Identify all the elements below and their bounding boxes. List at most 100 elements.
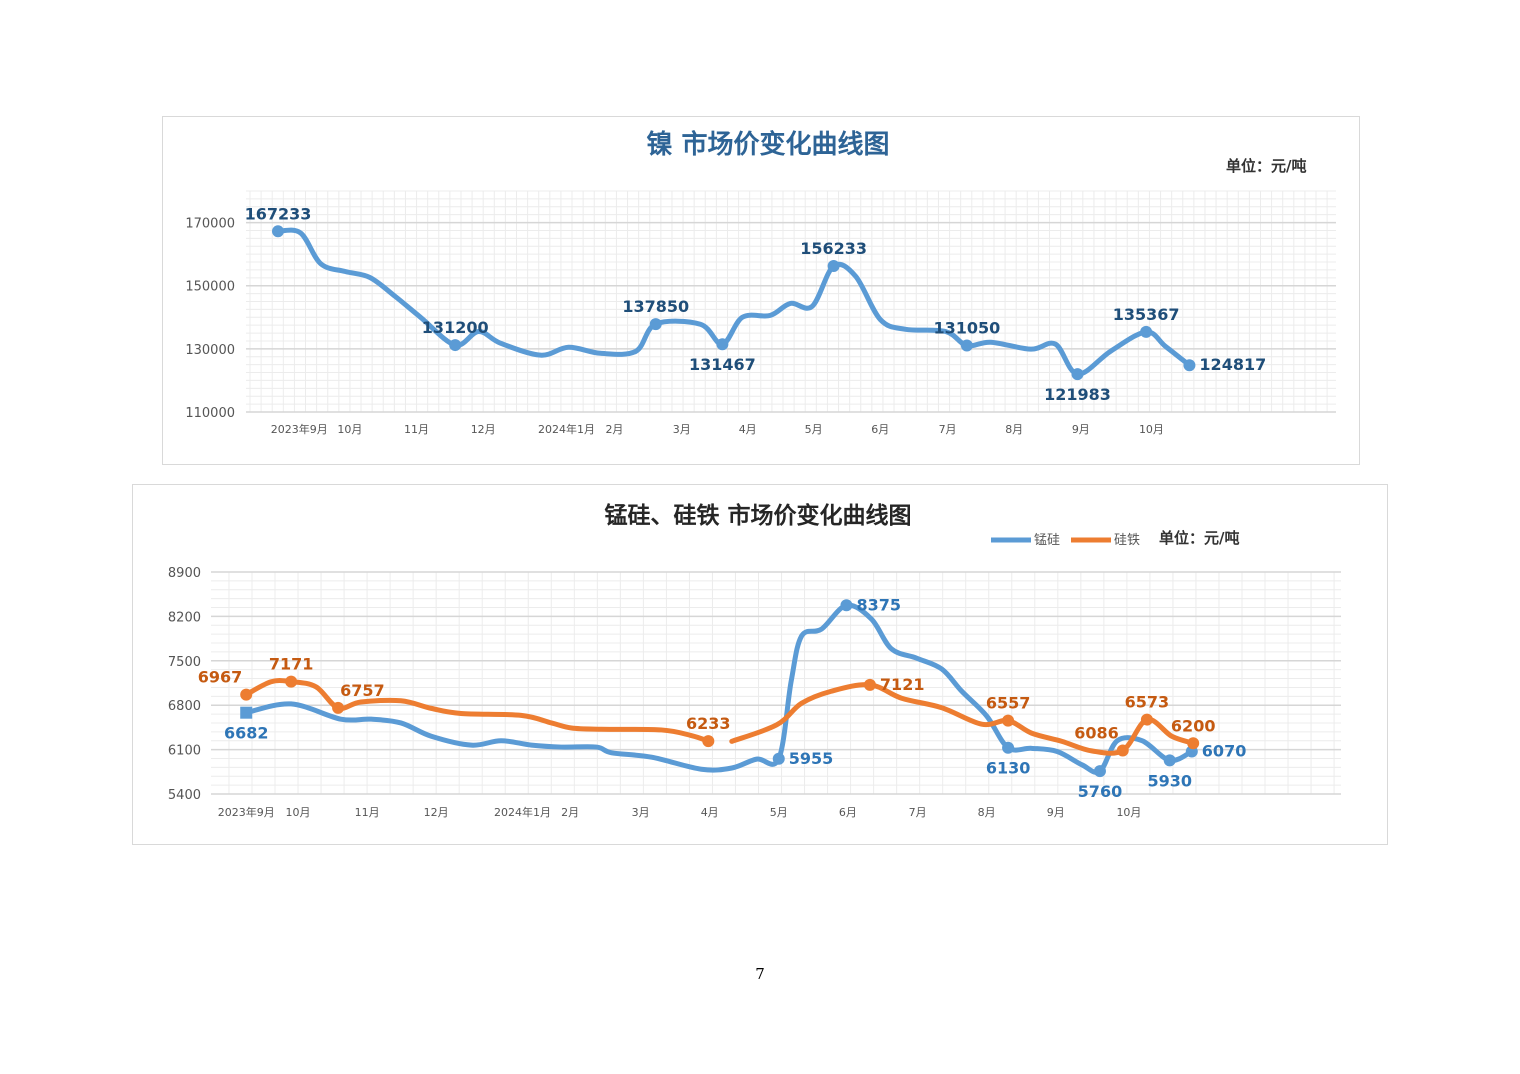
data-point-marker [716,338,729,351]
y-tick-label: 6800 [168,699,201,714]
y-tick-label: 110000 [185,406,235,421]
x-tick-label: 10月 [286,806,311,819]
data-point-marker [240,706,253,719]
x-tick-label: 3月 [632,806,650,819]
data-label: 121983 [1044,385,1111,404]
x-tick-label: 12月 [424,806,449,819]
y-tick-label: 170000 [185,217,235,232]
data-point-marker [772,752,785,765]
data-label: 167233 [245,204,312,223]
series-line [275,227,1192,377]
data-point-marker [1002,714,1015,727]
data-point-marker [1183,359,1196,372]
y-tick-label: 6100 [168,744,201,759]
data-label: 6086 [1074,723,1119,742]
y-tick-label: 130000 [185,343,235,358]
data-label: 131200 [422,318,489,337]
x-tick-label: 5月 [770,806,788,819]
x-tick-label: 9月 [1047,806,1065,819]
data-label: 7171 [269,655,314,674]
y-tick-label: 8900 [168,566,201,581]
data-point-marker [1071,368,1084,381]
chart-title: 镍 市场价变化曲线图 [646,129,889,160]
data-label: 6130 [986,759,1031,778]
x-tick-label: 11月 [404,423,429,436]
x-tick-label: 4月 [701,806,719,819]
legend-label: 锰硅 [1034,533,1060,548]
data-point-marker [1140,713,1153,726]
x-tick-label: 2024年1月 [494,805,551,819]
x-tick-label: 6月 [839,806,857,819]
x-tick-label: 2023年9月 [271,422,328,436]
series-line [243,678,711,744]
y-tick-label: 7500 [168,655,201,670]
x-tick-label: 6月 [871,423,889,436]
y-tick-label: 8200 [168,610,201,625]
x-tick-label: 2024年1月 [538,422,595,436]
data-label: 131467 [689,355,756,374]
x-tick-label: 12月 [471,423,496,436]
data-label: 137850 [622,297,689,316]
data-label: 6757 [340,681,385,700]
x-tick-label: 9月 [1072,423,1090,436]
data-label: 6573 [1125,693,1170,712]
legend-label: 硅铁 [1114,533,1140,548]
data-point-marker [1093,765,1106,778]
data-point-marker [1002,741,1015,754]
data-label: 131050 [933,319,1000,338]
x-tick-label: 3月 [673,423,691,436]
data-point-marker [702,735,715,748]
data-point-marker [449,339,462,352]
data-label: 6682 [224,724,269,743]
data-point-marker [1116,744,1129,757]
data-label: 5760 [1078,782,1123,801]
data-point-marker [285,675,298,688]
x-tick-label: 4月 [739,423,757,436]
data-point-marker [1163,754,1176,767]
data-label: 7121 [880,675,925,694]
x-tick-label: 8月 [978,806,996,819]
series-line [243,602,1195,775]
data-point-marker [332,701,345,714]
data-label: 6070 [1202,742,1247,761]
chart-title: 锰硅、硅铁 市场价变化曲线图 [604,502,911,529]
x-tick-label: 2023年9月 [218,805,275,819]
x-tick-label: 7月 [939,423,957,436]
data-label: 6557 [986,694,1031,713]
page-number: 7 [755,965,765,983]
unit-label: 单位：元/吨 [1226,157,1306,175]
data-label: 156233 [800,239,867,258]
y-tick-label: 150000 [185,280,235,295]
silicomanganese-ferrosilicon-price-chart: 锰硅、硅铁 市场价变化曲线图 单位：元/吨 5400 6100 6800 7500 8200… [132,484,1388,845]
x-tick-label: 11月 [355,806,380,819]
data-label: 124817 [1199,355,1266,374]
grid [246,190,1336,413]
y-tick-label: 5400 [168,788,201,803]
x-tick-label: 10月 [1139,423,1164,436]
series-0: 167233 131200 137850 131467 156233 131050 1219… [245,204,1267,404]
data-label: 5930 [1147,771,1192,790]
x-tick-label: 2月 [561,806,579,819]
x-tick-label: 7月 [909,806,927,819]
x-tick-label: 8月 [1005,423,1023,436]
data-point-marker [1187,737,1200,750]
data-label: 135367 [1113,305,1180,324]
data-point-marker [271,225,284,238]
data-point-marker [649,318,662,331]
data-point-marker [840,599,853,612]
nickel-price-chart: 镍 市场价变化曲线图单位：元/吨 110000 130000 150000 170000… [162,116,1360,465]
x-tick-label: 2月 [605,423,623,436]
data-label: 5955 [789,749,834,768]
x-tick-label: 10月 [337,423,362,436]
data-point-marker [240,688,253,701]
data-label: 6967 [198,668,243,687]
data-label: 6200 [1171,716,1216,735]
x-tick-label: 10月 [1116,806,1141,819]
x-tick-label: 5月 [805,423,823,436]
series-line [729,682,1196,756]
data-label: 6233 [686,714,731,733]
series-0: 6682 5955 8375 6130 5760 5930 6070 [224,595,1246,801]
